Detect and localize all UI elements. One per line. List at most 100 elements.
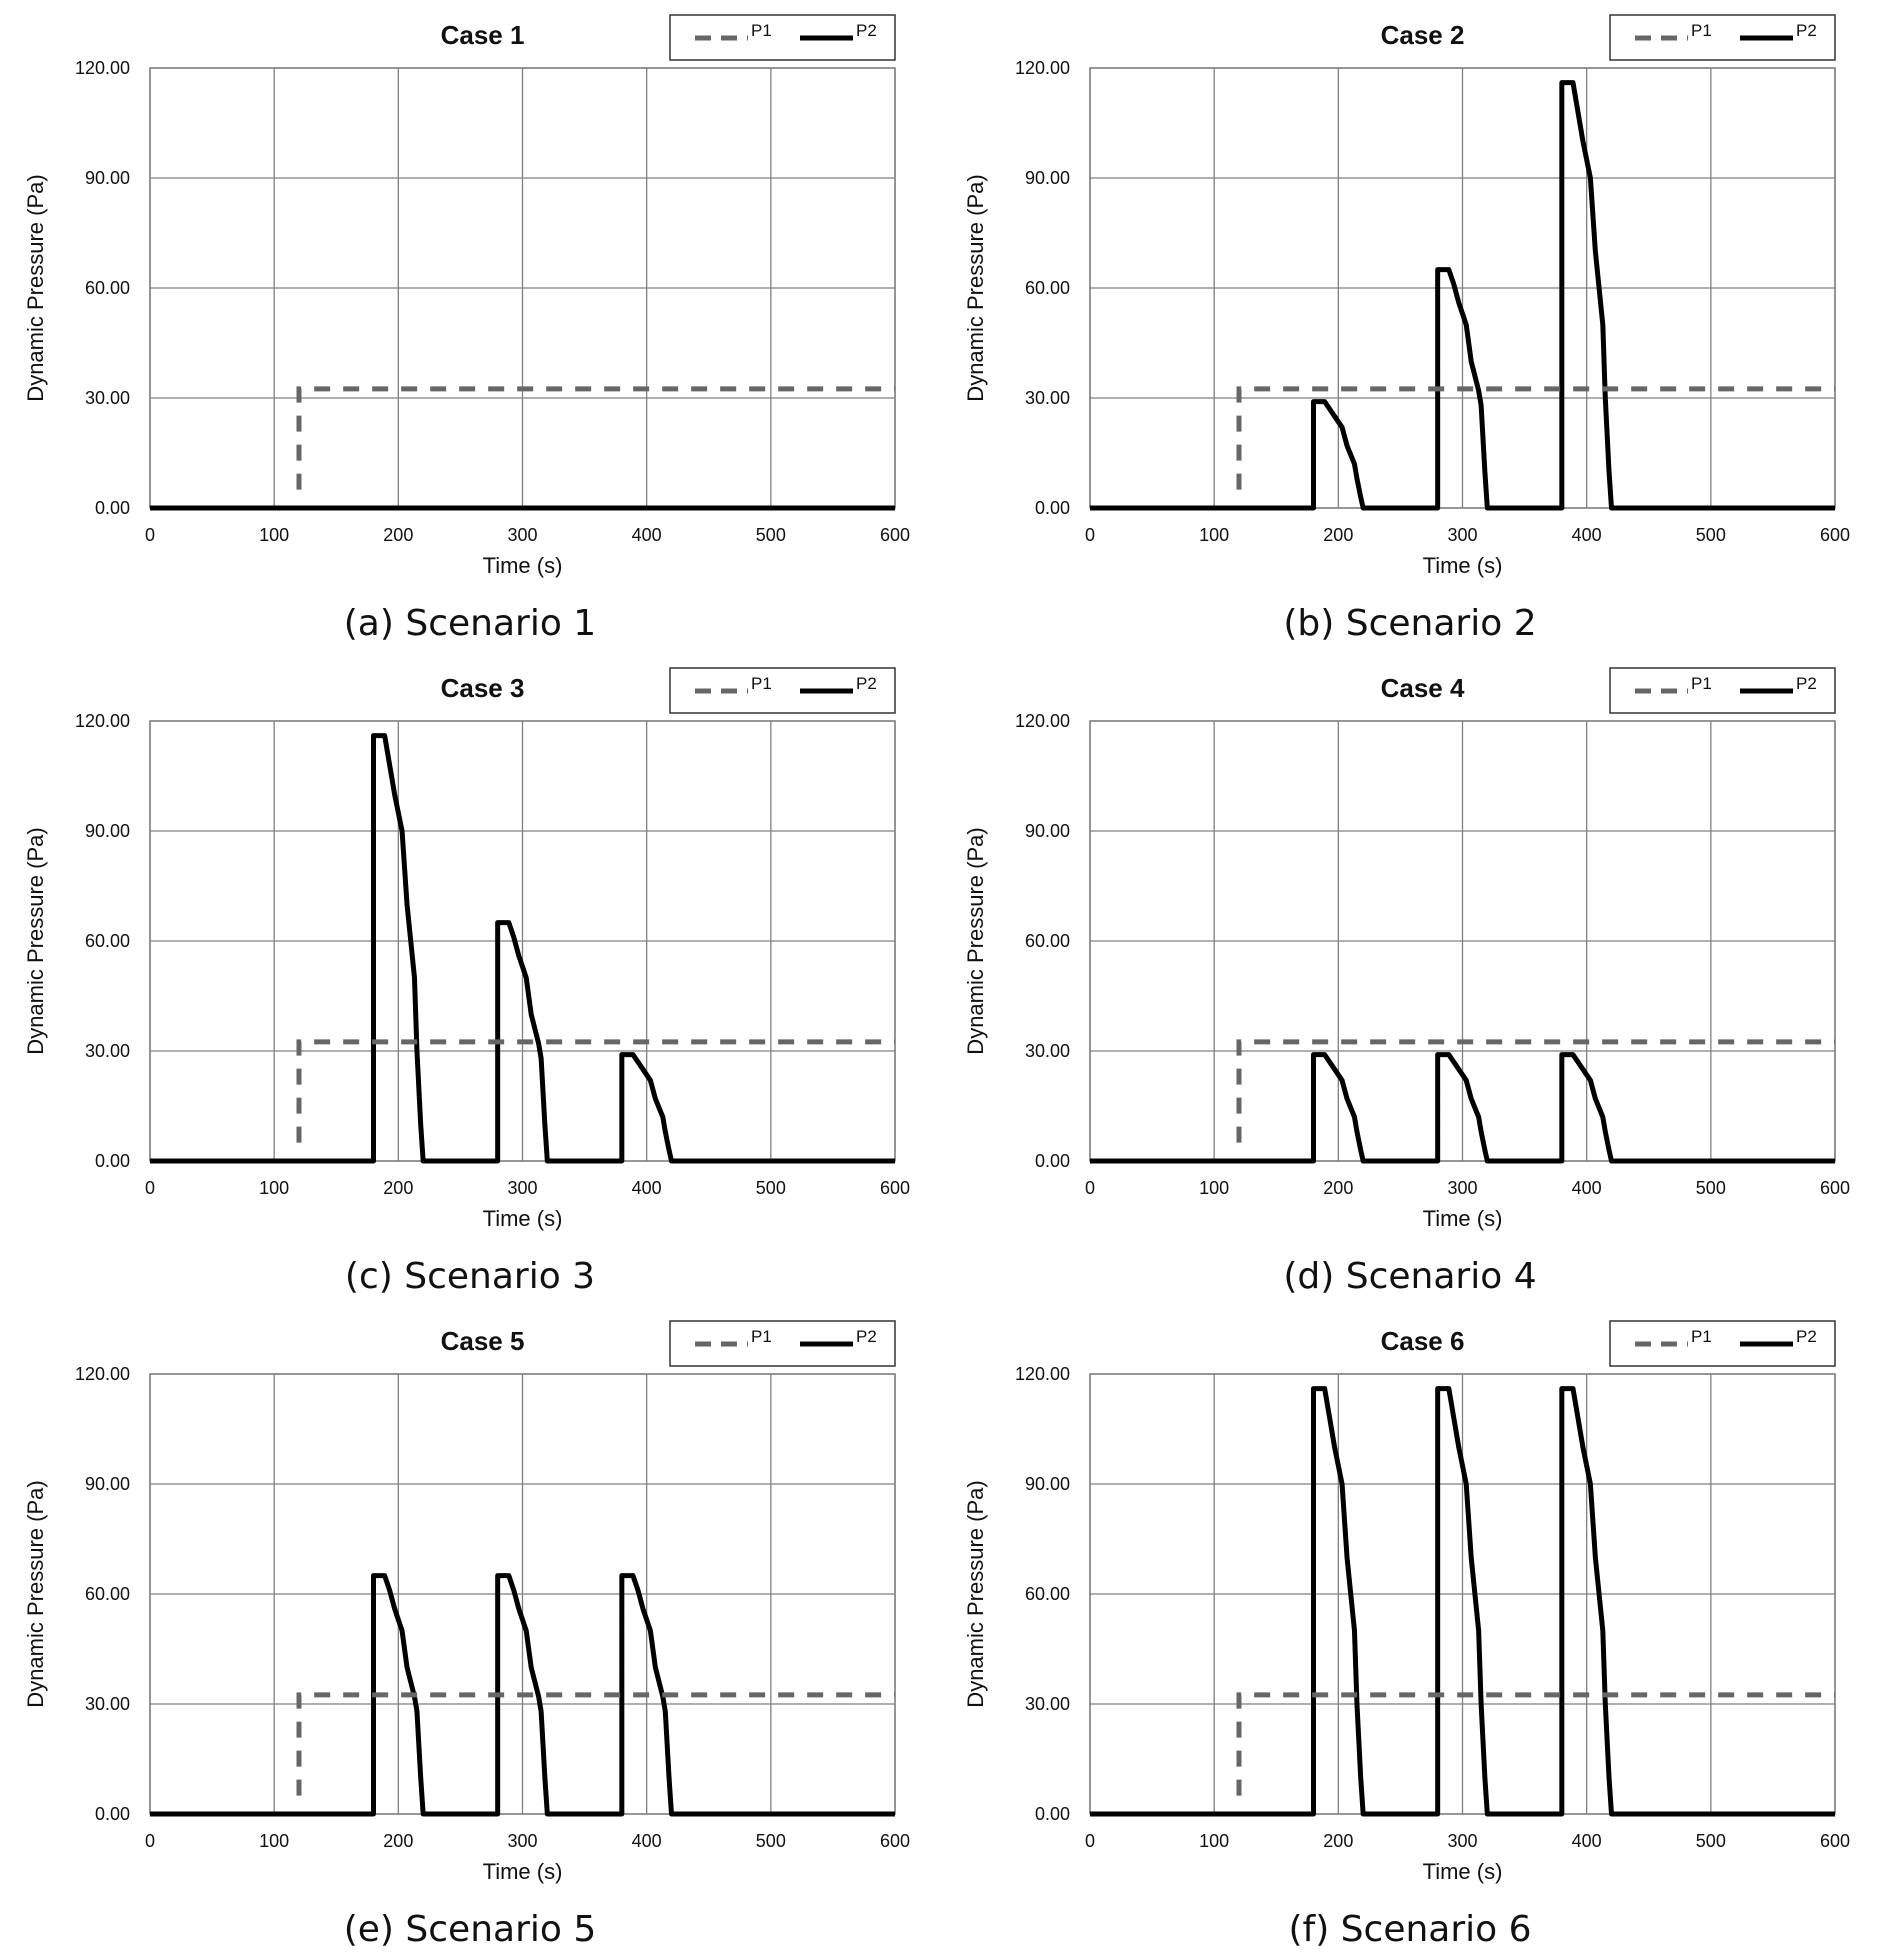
x-tick-label: 600 [1820,525,1850,545]
y-tick-label: 60.00 [1025,1584,1070,1604]
panel-caption: (c) Scenario 3 [344,1256,596,1297]
y-tick-label: 90.00 [85,1474,130,1494]
legend-p2-label: P2 [1796,21,1817,40]
y-axis-label: Dynamic Pressure (Pa) [23,174,48,401]
x-tick-label: 0 [1085,525,1095,545]
chart-title: Case 1 [441,20,525,50]
x-tick-label: 300 [1447,1178,1477,1198]
chart-panel-2: 0 100 200 300 400 500 600 0.00 30.00 60.00 90.00 12… [940,0,1880,653]
x-tick-label: 300 [507,525,537,545]
panel-caption: (b) Scenario 2 [1283,603,1537,644]
x-tick-label: 200 [1323,1831,1353,1851]
y-tick-label: 90.00 [85,168,130,188]
legend-p1-label: P1 [751,1327,772,1346]
x-tick-label: 0 [145,1831,155,1851]
y-tick-label: 90.00 [85,821,130,841]
chart-panel-5: 0 100 200 300 400 500 600 0.00 30.00 60.00 90.00 12… [0,1306,940,1959]
y-tick-label: 0.00 [1035,498,1070,518]
y-tick-label: 0.00 [95,1804,130,1824]
y-tick-label: 30.00 [1025,1694,1070,1714]
series-p1-line [1236,1692,1835,1796]
chart-title: Case 4 [1381,673,1465,703]
legend: P1 P2 [669,1320,896,1367]
y-axis-label: Dynamic Pressure (Pa) [963,174,988,401]
chart-panel-6: 0 100 200 300 400 500 600 0.00 30.00 60.00 90.00 12… [940,1306,1880,1959]
x-tick-label: 100 [259,525,289,545]
y-tick-label: 90.00 [1025,1474,1070,1494]
chart-2: 0 100 200 300 400 500 600 0.00 30.00 60.00 90.00 12… [963,14,1850,578]
legend: P1 P2 [669,14,896,61]
x-tick-label: 100 [1199,525,1229,545]
x-tick-label: 600 [880,1831,910,1851]
x-tick-label: 400 [632,1178,662,1198]
series-p2-line [1090,1052,1835,1164]
series-p2-line [150,1573,895,1817]
chart-1: 0 100 200 300 400 500 600 0.00 30.00 60.00 90.00 12… [23,14,910,578]
chart-panel-4: 0 100 200 300 400 500 600 0.00 30.00 60.00 90.00 12… [940,653,1880,1306]
y-tick-label: 90.00 [1025,821,1070,841]
y-tick-label: 120.00 [1015,1364,1070,1384]
chart-panel-3: 0 100 200 300 400 500 600 0.00 30.00 60.00 90.00 12… [0,653,940,1306]
chart-title: Case 6 [1381,1326,1465,1356]
series-p1-line [1236,386,1835,490]
x-axis-label: Time (s) [483,1859,563,1884]
legend-p1-label: P1 [1691,674,1712,693]
legend-p1-label: P1 [751,674,772,693]
x-tick-label: 600 [880,525,910,545]
x-tick-label: 400 [632,1831,662,1851]
x-tick-label: 0 [1085,1831,1095,1851]
x-tick-label: 0 [1085,1178,1095,1198]
x-tick-label: 200 [383,1831,413,1851]
chart-title: Case 5 [441,1326,525,1356]
legend: P1 P2 [1609,1320,1836,1367]
x-tick-label: 100 [1199,1178,1229,1198]
x-tick-label: 500 [756,1178,786,1198]
y-tick-label: 30.00 [1025,1041,1070,1061]
x-tick-label: 400 [1572,1831,1602,1851]
y-tick-label: 120.00 [75,711,130,731]
panel-caption: (e) Scenario 5 [343,1909,597,1950]
panel-caption: (d) Scenario 4 [1283,1256,1537,1297]
y-axis-label: Dynamic Pressure (Pa) [23,827,48,1054]
x-tick-label: 600 [1820,1831,1850,1851]
x-tick-label: 200 [383,1178,413,1198]
series-p1-line [1236,1039,1835,1143]
x-tick-label: 600 [880,1178,910,1198]
x-axis-label: Time (s) [483,553,563,578]
series-p1-line [296,1039,895,1143]
x-tick-label: 400 [1572,1178,1602,1198]
x-axis-label: Time (s) [1423,553,1503,578]
x-tick-label: 100 [259,1831,289,1851]
series-p2-line [1090,80,1835,511]
legend-p1-label: P1 [1691,1327,1712,1346]
x-tick-label: 300 [507,1178,537,1198]
y-tick-label: 60.00 [85,931,130,951]
series-p1-line [296,1692,895,1796]
y-tick-label: 0.00 [95,498,130,518]
panel-caption: (a) Scenario 1 [343,603,597,644]
x-axis-label: Time (s) [1423,1859,1503,1884]
y-axis-label: Dynamic Pressure (Pa) [963,827,988,1054]
y-axis-label: Dynamic Pressure (Pa) [23,1480,48,1707]
x-tick-label: 200 [1323,1178,1353,1198]
y-tick-label: 0.00 [95,1151,130,1171]
legend-p2-label: P2 [1796,674,1817,693]
x-tick-label: 100 [1199,1831,1229,1851]
y-tick-label: 60.00 [85,278,130,298]
x-tick-label: 0 [145,1178,155,1198]
series-p2-line [1090,1386,1835,1817]
x-tick-label: 500 [1696,1178,1726,1198]
y-tick-label: 30.00 [1025,388,1070,408]
x-tick-label: 100 [259,1178,289,1198]
chart-title: Case 2 [1381,20,1465,50]
y-axis-label: Dynamic Pressure (Pa) [963,1480,988,1707]
y-tick-label: 120.00 [75,58,130,78]
x-tick-label: 500 [756,1831,786,1851]
legend-p2-label: P2 [1796,1327,1817,1346]
y-tick-label: 0.00 [1035,1804,1070,1824]
x-tick-label: 500 [1696,525,1726,545]
legend-p2-label: P2 [856,21,877,40]
x-axis-label: Time (s) [483,1206,563,1231]
x-tick-label: 400 [1572,525,1602,545]
